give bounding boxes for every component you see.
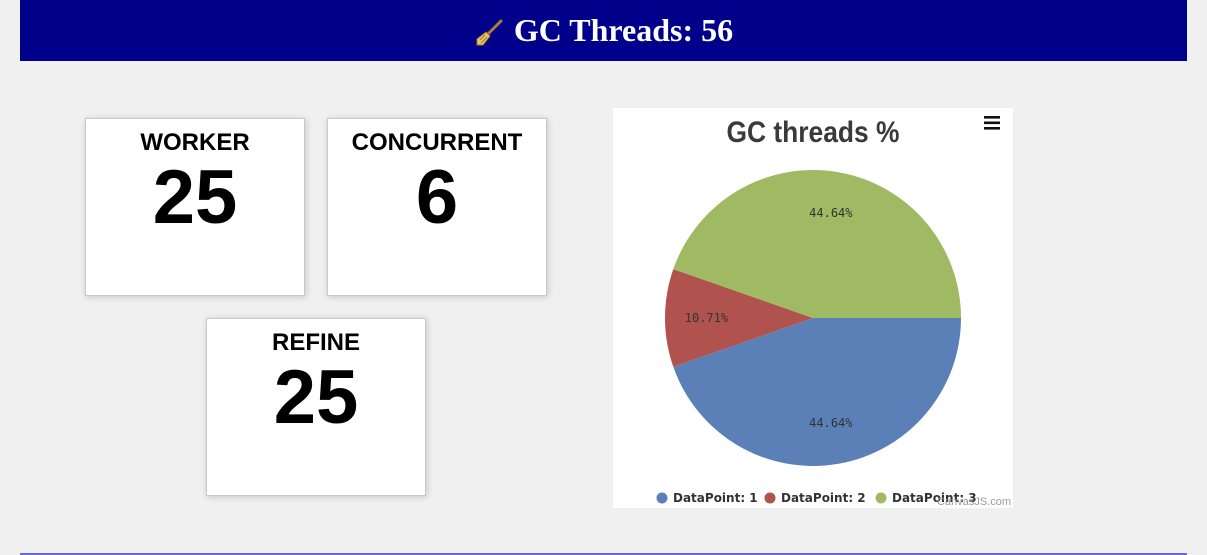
concurrent-value: 6	[415, 155, 459, 240]
pie-chart-svg: GC threads % 44.64% 10.71% 44.64% DataPoin…	[656, 114, 1011, 508]
gc-threads-chart: GC threads % 44.64% 10.71% 44.64% DataPoin…	[613, 108, 1013, 508]
concurrent-card: CONCURRENT 6	[327, 118, 547, 296]
legend-item-1[interactable]: DataPoint: 1	[656, 491, 758, 505]
page-header: GC Threads: 56	[20, 0, 1187, 61]
pie-slice-3[interactable]	[673, 169, 961, 318]
chart-title: GC threads %	[726, 114, 899, 148]
refine-label: REFINE	[271, 329, 360, 356]
pie-slice-label-2: 10.71%	[685, 311, 729, 325]
bottom-divider	[20, 553, 1187, 555]
pie-slice-2[interactable]	[665, 269, 813, 367]
legend-label-3: DataPoint: 3	[892, 491, 977, 505]
legend-marker-2	[764, 492, 776, 504]
legend-label-1: DataPoint: 1	[673, 491, 758, 505]
pie-slice-label-3: 44.64%	[809, 206, 853, 220]
refine-value: 25	[273, 355, 359, 440]
legend-marker-3	[875, 492, 887, 504]
legend-item-3[interactable]: DataPoint: 3	[875, 491, 977, 505]
hamburger-menu-icon[interactable]	[983, 114, 1001, 132]
canvasjs-watermark[interactable]: CanvasJS.com	[937, 496, 1011, 508]
legend-label-2: DataPoint: 2	[781, 491, 866, 505]
worker-value: 25	[152, 155, 238, 240]
concurrent-label: CONCURRENT	[351, 129, 523, 156]
refine-card: REFINE 25	[206, 318, 426, 496]
pie-slice-1[interactable]	[673, 318, 961, 467]
legend-marker-1	[656, 492, 668, 504]
page-title: GC Threads: 56	[513, 12, 734, 48]
broom-icon	[474, 18, 504, 48]
legend-item-2[interactable]: DataPoint: 2	[764, 491, 866, 505]
worker-label: WORKER	[140, 129, 250, 156]
worker-card: WORKER 25	[85, 118, 305, 296]
pie-slice-label-1: 44.64%	[809, 416, 853, 430]
